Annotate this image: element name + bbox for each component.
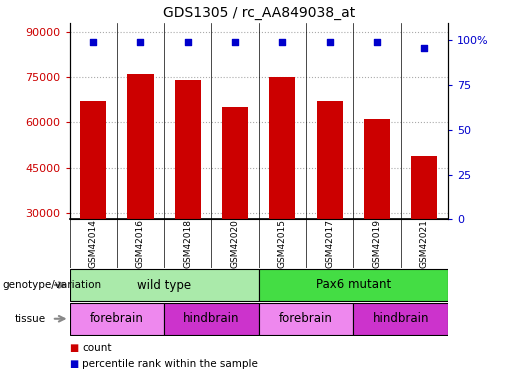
Text: wild type: wild type [137, 279, 191, 291]
Bar [269, 77, 296, 219]
Bar [353, 303, 448, 335]
Bar [259, 269, 448, 301]
Text: forebrain: forebrain [90, 312, 144, 325]
Bar [70, 303, 164, 335]
Text: hindbrain: hindbrain [183, 312, 239, 325]
Text: percentile rank within the sample: percentile rank within the sample [82, 359, 259, 369]
Text: GSM42021: GSM42021 [420, 219, 429, 268]
Bar [164, 303, 259, 335]
Point [420, 45, 428, 51]
Text: hindbrain: hindbrain [372, 312, 429, 325]
Point [136, 39, 145, 45]
Bar [222, 107, 248, 219]
Text: ■: ■ [70, 343, 79, 353]
Bar [128, 74, 153, 219]
Text: count: count [82, 343, 112, 353]
Point [184, 39, 192, 45]
Bar [175, 80, 201, 219]
Text: tissue: tissue [14, 314, 45, 324]
Point [325, 39, 334, 45]
Title: GDS1305 / rc_AA849038_at: GDS1305 / rc_AA849038_at [163, 6, 355, 20]
Bar [259, 303, 353, 335]
Point [373, 39, 381, 45]
Bar [411, 156, 437, 219]
Bar [80, 101, 106, 219]
Bar [364, 119, 390, 219]
Text: GSM42017: GSM42017 [325, 219, 334, 268]
Bar [317, 101, 343, 219]
Text: GSM42019: GSM42019 [372, 219, 382, 268]
Text: GSM42015: GSM42015 [278, 219, 287, 268]
Text: GSM42020: GSM42020 [231, 219, 239, 268]
Point [231, 39, 239, 45]
Point [278, 39, 286, 45]
Text: forebrain: forebrain [279, 312, 333, 325]
Text: GSM42018: GSM42018 [183, 219, 192, 268]
Text: genotype/variation: genotype/variation [3, 280, 101, 290]
Text: GSM42016: GSM42016 [136, 219, 145, 268]
Bar [70, 269, 259, 301]
Text: ■: ■ [70, 359, 79, 369]
Text: Pax6 mutant: Pax6 mutant [316, 279, 391, 291]
Text: GSM42014: GSM42014 [89, 219, 98, 268]
Point [89, 39, 97, 45]
